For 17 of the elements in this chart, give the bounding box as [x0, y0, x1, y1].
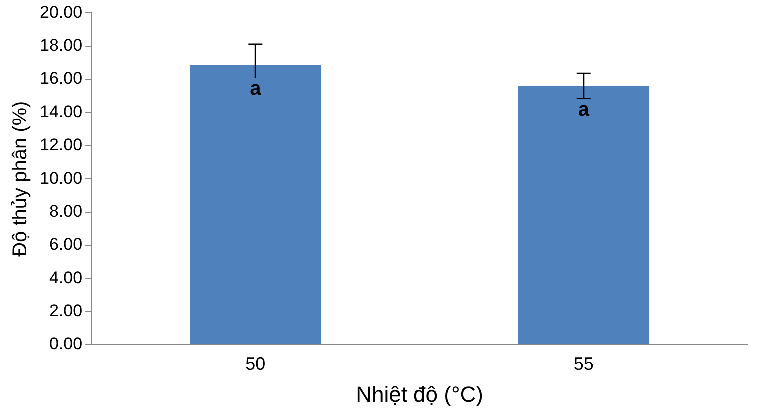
y-tick-label: 6.00: [49, 235, 83, 254]
y-tick-label: 0.00: [49, 334, 83, 354]
x-tick-label: 50: [246, 354, 266, 374]
annotation: a: [250, 78, 262, 100]
y-axis-title: Độ thủy phân (%): [10, 101, 32, 257]
y-tick-label: 14.00: [40, 102, 83, 122]
y-tick-label: 18.00: [40, 36, 83, 56]
y-tick-label: 12.00: [40, 136, 83, 155]
x-axis-title: Nhiệt độ (°C): [356, 382, 484, 407]
x-tick-label: 55: [574, 354, 594, 374]
y-tick-label: 16.00: [40, 69, 83, 88]
y-tick-label: 8.00: [49, 202, 83, 221]
y-tick-label: 2.00: [49, 302, 83, 321]
y-tick-label: 10.00: [40, 168, 83, 188]
y-tick-label: 4.00: [49, 268, 83, 288]
annotation: a: [578, 98, 590, 121]
y-tick-label: 20.00: [40, 2, 83, 22]
